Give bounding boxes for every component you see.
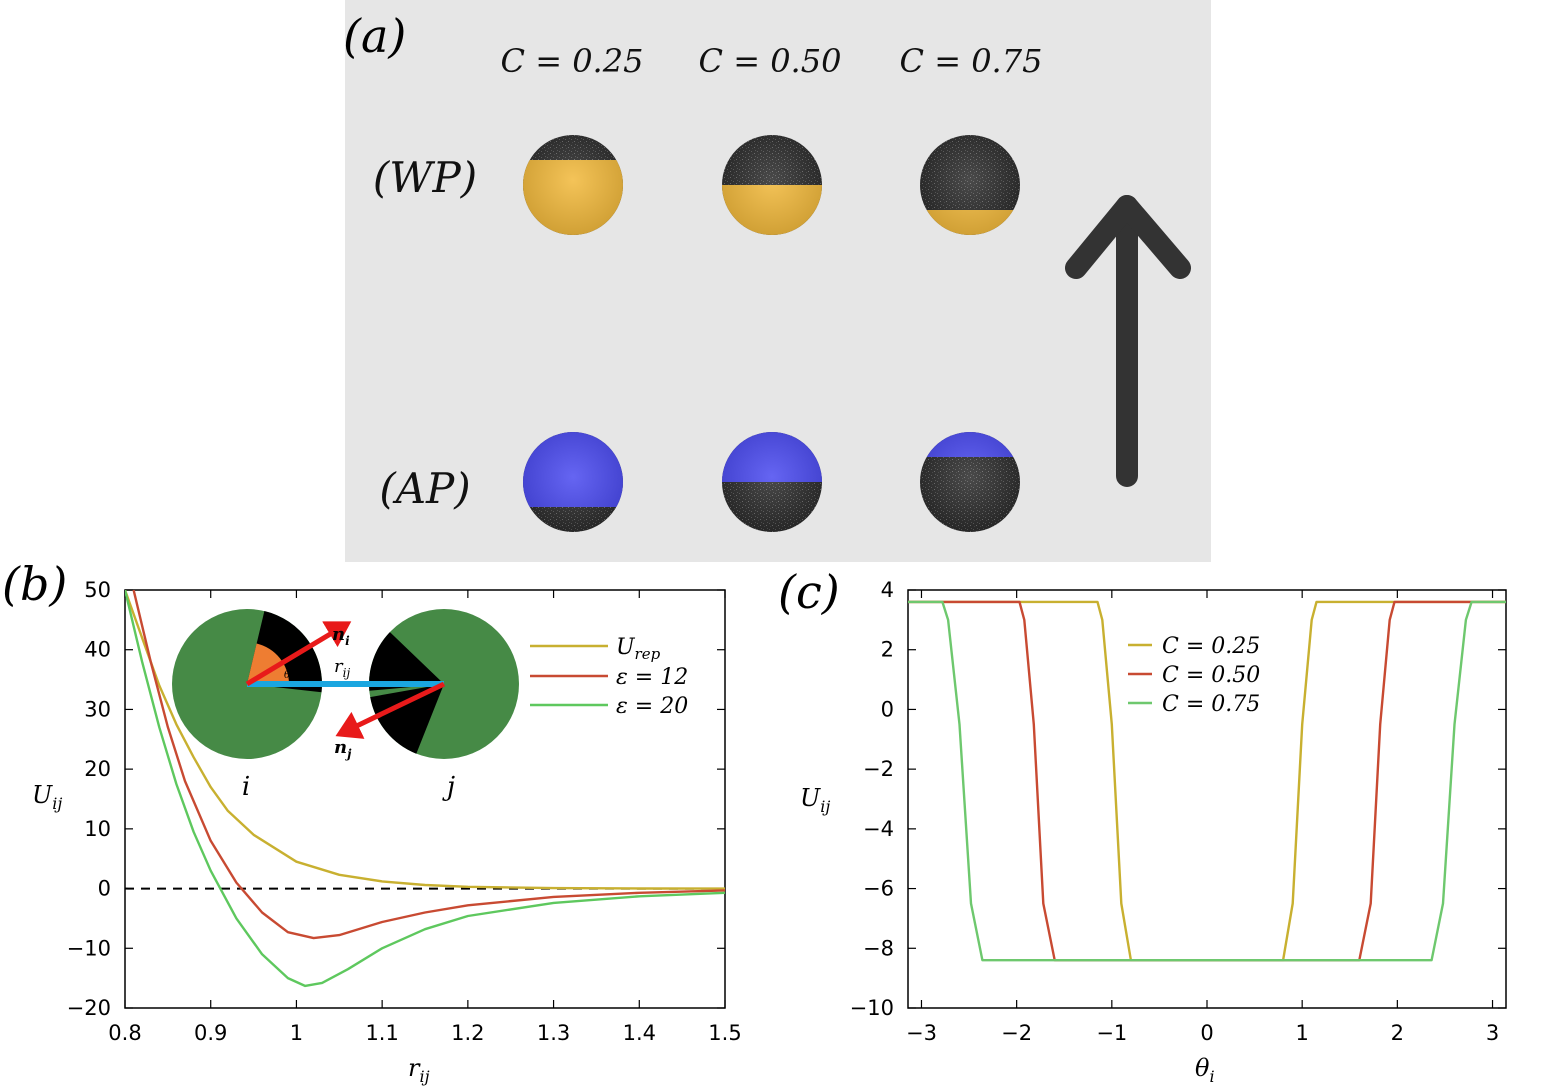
panel-b: (b) 0.8 0.9 1 1.1 1.2 1.3 1.4 1.5 50 40 30 20 10 0 −10… <box>2 557 742 1086</box>
ap-sphere-1 <box>523 432 623 532</box>
plot-c-xtick-label: −1 <box>1096 1021 1127 1045</box>
plot-c-legend: C = 0.25 C = 0.50 C = 0.75 <box>1128 634 1260 717</box>
plot-c-series-C075 <box>908 600 1506 962</box>
plot-c-xtick-label: 3 <box>1486 1021 1499 1045</box>
label-ni: ni <box>332 624 350 648</box>
particle-j-patch-2 <box>370 684 444 754</box>
plot-b-legend: Urep ε = 12 ε = 20 <box>530 635 688 719</box>
plot-b-ytick-label: −20 <box>67 996 111 1020</box>
plot-c-ytick-label: −4 <box>863 817 894 841</box>
plot-b-ytick-label: 0 <box>98 877 111 901</box>
legend-c-label-c075: C = 0.75 <box>1162 692 1260 717</box>
panel-a: (a) C = 0.25 C = 0.50 C = 0.75 (WP) (AP) <box>343 0 1211 562</box>
plot-b-ytick-label: 30 <box>84 697 111 721</box>
theta-angle-wedge <box>247 643 289 684</box>
plot-b-ytick-label: 20 <box>84 757 111 781</box>
plot-b-xtick-label: 1 <box>290 1021 303 1045</box>
plot-b-ticks: 0.8 0.9 1 1.1 1.2 1.3 1.4 1.5 50 40 30 20 10 0 −10 −20 <box>67 578 742 1045</box>
plot-b-series-eps20 <box>125 590 725 988</box>
plot-b-xtick-label: 1.5 <box>708 1021 741 1045</box>
plot-b-xtick-label: 1.4 <box>623 1021 656 1045</box>
plot-b-frame <box>124 589 726 1009</box>
column-label-c025: C = 0.25 <box>501 42 644 80</box>
plot-c-xlabel: θi <box>1195 1054 1215 1086</box>
wp-sphere-3 <box>920 135 1020 235</box>
plot-c-series <box>908 600 1506 962</box>
plot-b-ytick-label: −10 <box>67 936 111 960</box>
plot-c-ytick-label: 0 <box>881 697 894 721</box>
plot-c-ytick-label: 4 <box>881 578 894 602</box>
plot-b-xlabel: rij <box>408 1054 430 1086</box>
plot-c-xtick-label: 2 <box>1391 1021 1404 1045</box>
plot-c-ytick-label: −2 <box>863 757 894 781</box>
wp-sphere-2 <box>722 135 822 235</box>
plot-b-ytick-label: 40 <box>84 638 111 662</box>
wp-sphere-1 <box>523 135 623 235</box>
row-label-ap: (AP) <box>379 464 470 513</box>
row-label-wp: (WP) <box>373 153 477 202</box>
label-rij: rij <box>334 656 350 680</box>
plot-b-xtick-label: 0.9 <box>194 1021 227 1045</box>
ap-sphere-2 <box>722 432 822 532</box>
arrow-ni <box>245 621 352 687</box>
legend-b-label-eps12: ε = 12 <box>616 665 688 690</box>
plot-c-xtick-label: 1 <box>1295 1021 1308 1045</box>
panel-a-letter: (a) <box>343 9 406 63</box>
plot-c-xtick-label: −3 <box>906 1021 937 1045</box>
label-j: j <box>442 772 455 802</box>
plot-b-ytick-label: 10 <box>84 817 111 841</box>
panel-b-letter: (b) <box>2 557 67 611</box>
plot-c-xtick-label: −2 <box>1001 1021 1032 1045</box>
column-label-c075: C = 0.75 <box>900 42 1043 80</box>
plot-c-ytick-label: −8 <box>863 936 894 960</box>
plot-b-ylabel: Uij <box>32 781 62 813</box>
theta-label: θi <box>284 670 292 683</box>
plot-c-xtick-label: 0 <box>1200 1021 1213 1045</box>
legend-b-label-urep: Urep <box>616 635 661 663</box>
arrow-nj <box>335 681 446 739</box>
plot-c-ytick-label: −6 <box>863 877 894 901</box>
label-i: i <box>242 772 250 802</box>
plot-b-xtick-label: 0.8 <box>108 1021 141 1045</box>
plot-c-ylabel: Uij <box>800 784 830 816</box>
legend-b-label-eps20: ε = 20 <box>616 694 688 719</box>
panel-c-letter: (c) <box>778 565 840 619</box>
plot-b-xtick-label: 1.2 <box>451 1021 484 1045</box>
plot-b-series-eps12 <box>132 590 725 940</box>
janus-spheres <box>523 135 1020 532</box>
legend-c-label-c025: C = 0.25 <box>1162 634 1260 659</box>
plot-c-ytick-label: −10 <box>850 996 894 1020</box>
inset-schematic: θi ni nj rij i j <box>172 609 519 802</box>
particle-j-patch <box>368 632 444 691</box>
column-label-c050: C = 0.50 <box>699 42 842 80</box>
plot-c-ytick-label: 2 <box>881 638 894 662</box>
plot-b-series-U_rep <box>125 590 725 890</box>
label-nj: nj <box>334 737 352 761</box>
plot-b-series <box>125 590 725 988</box>
plot-b-xtick-label: 1.1 <box>365 1021 398 1045</box>
plot-b-ytick-label: 50 <box>84 578 111 602</box>
direction-arrow <box>1065 195 1191 487</box>
ap-sphere-3 <box>920 432 1020 532</box>
legend-c-label-c050: C = 0.50 <box>1162 663 1260 688</box>
plot-b-xtick-label: 1.3 <box>537 1021 570 1045</box>
